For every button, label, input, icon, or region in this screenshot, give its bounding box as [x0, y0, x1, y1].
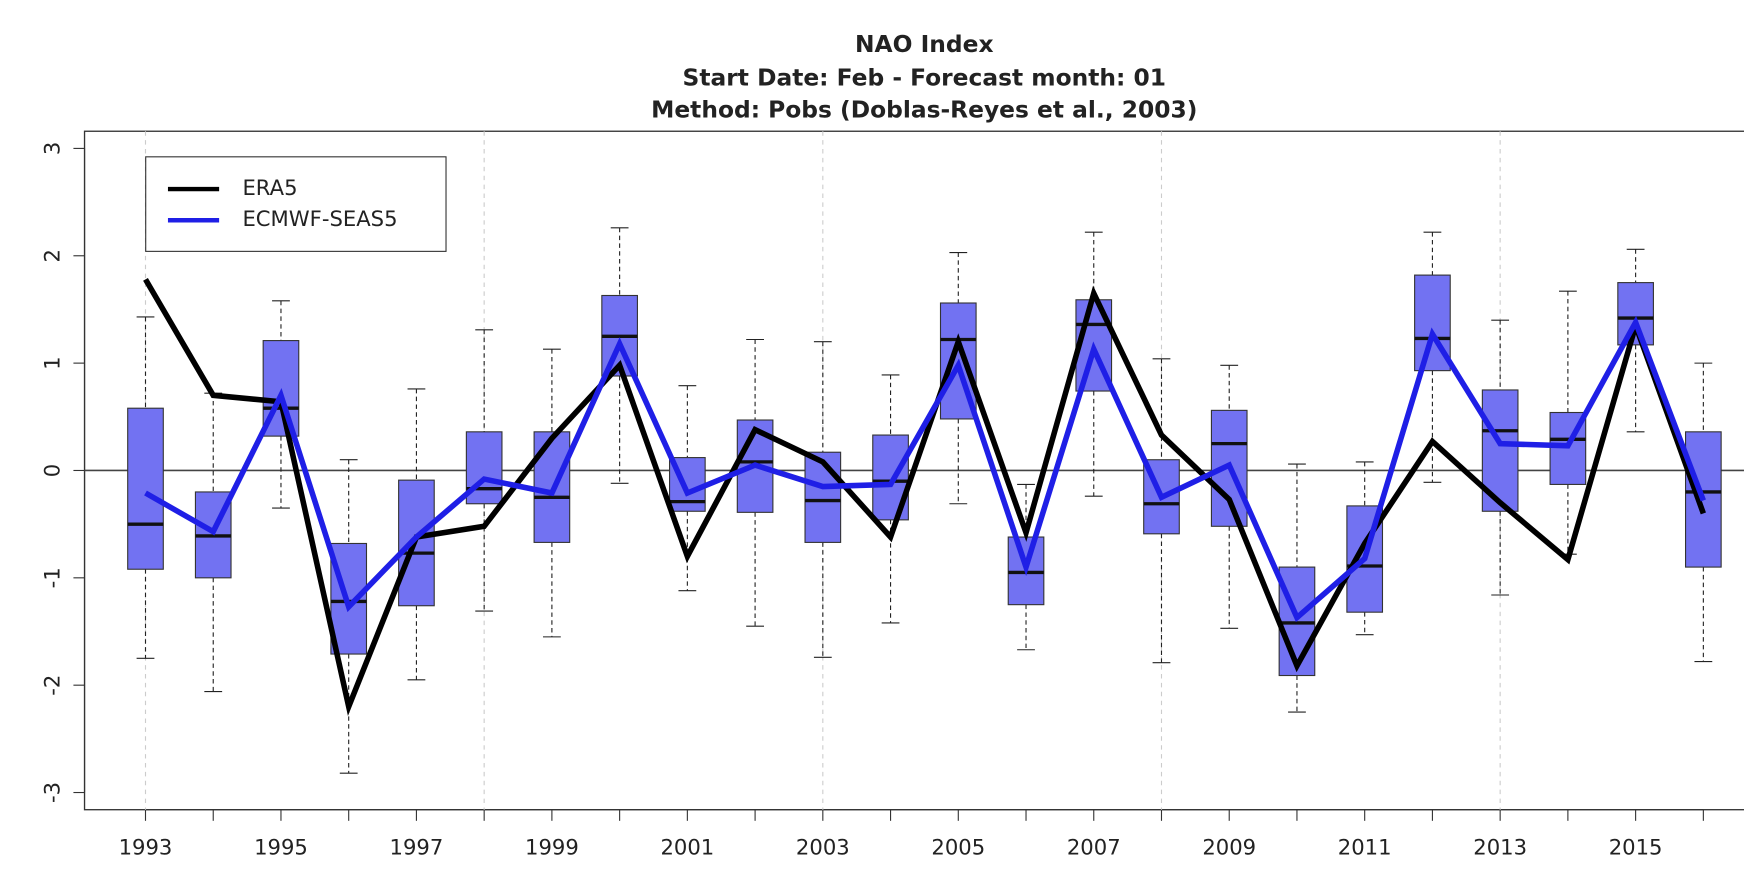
x-tick-label: 2015	[1609, 835, 1663, 860]
x-tick-label: 1999	[525, 835, 579, 860]
x-tick-label: 2003	[796, 835, 850, 860]
x-tick-label: 2011	[1338, 835, 1392, 860]
y-tick-label: -2	[39, 675, 64, 696]
chart-title: NAO Index	[855, 30, 993, 58]
box	[1617, 282, 1654, 346]
x-tick-label: 2009	[1202, 835, 1256, 860]
series-line	[144, 315, 1706, 623]
series-line	[143, 277, 1706, 717]
x-tick-label: 1993	[119, 835, 173, 860]
y-tick-label: 0	[39, 464, 64, 477]
legend-label: ECMWF-SEAS5	[242, 206, 397, 231]
legend-label: ERA5	[242, 175, 297, 200]
x-tick-label: 1995	[254, 835, 308, 860]
x-tick-label: 2007	[1067, 835, 1121, 860]
chart-subtitle: Start Date: Feb - Forecast month: 01	[683, 63, 1166, 91]
box	[804, 451, 842, 543]
y-tick-label: 1	[39, 356, 64, 369]
x-tick-label: 2005	[931, 835, 985, 860]
box	[127, 407, 164, 570]
x-tick-label: 1997	[390, 835, 444, 860]
legend-box	[145, 156, 447, 252]
y-tick-label: 3	[39, 142, 64, 155]
y-tick-label: -3	[39, 782, 64, 803]
y-tick-label: 2	[39, 249, 64, 262]
x-tick-label: 2013	[1473, 835, 1527, 860]
x-tick-label: 2001	[660, 835, 714, 860]
y-tick-label: -1	[39, 567, 64, 588]
chart-subtitle: Method: Pobs (Doblas-Reyes et al., 2003)	[651, 96, 1197, 124]
